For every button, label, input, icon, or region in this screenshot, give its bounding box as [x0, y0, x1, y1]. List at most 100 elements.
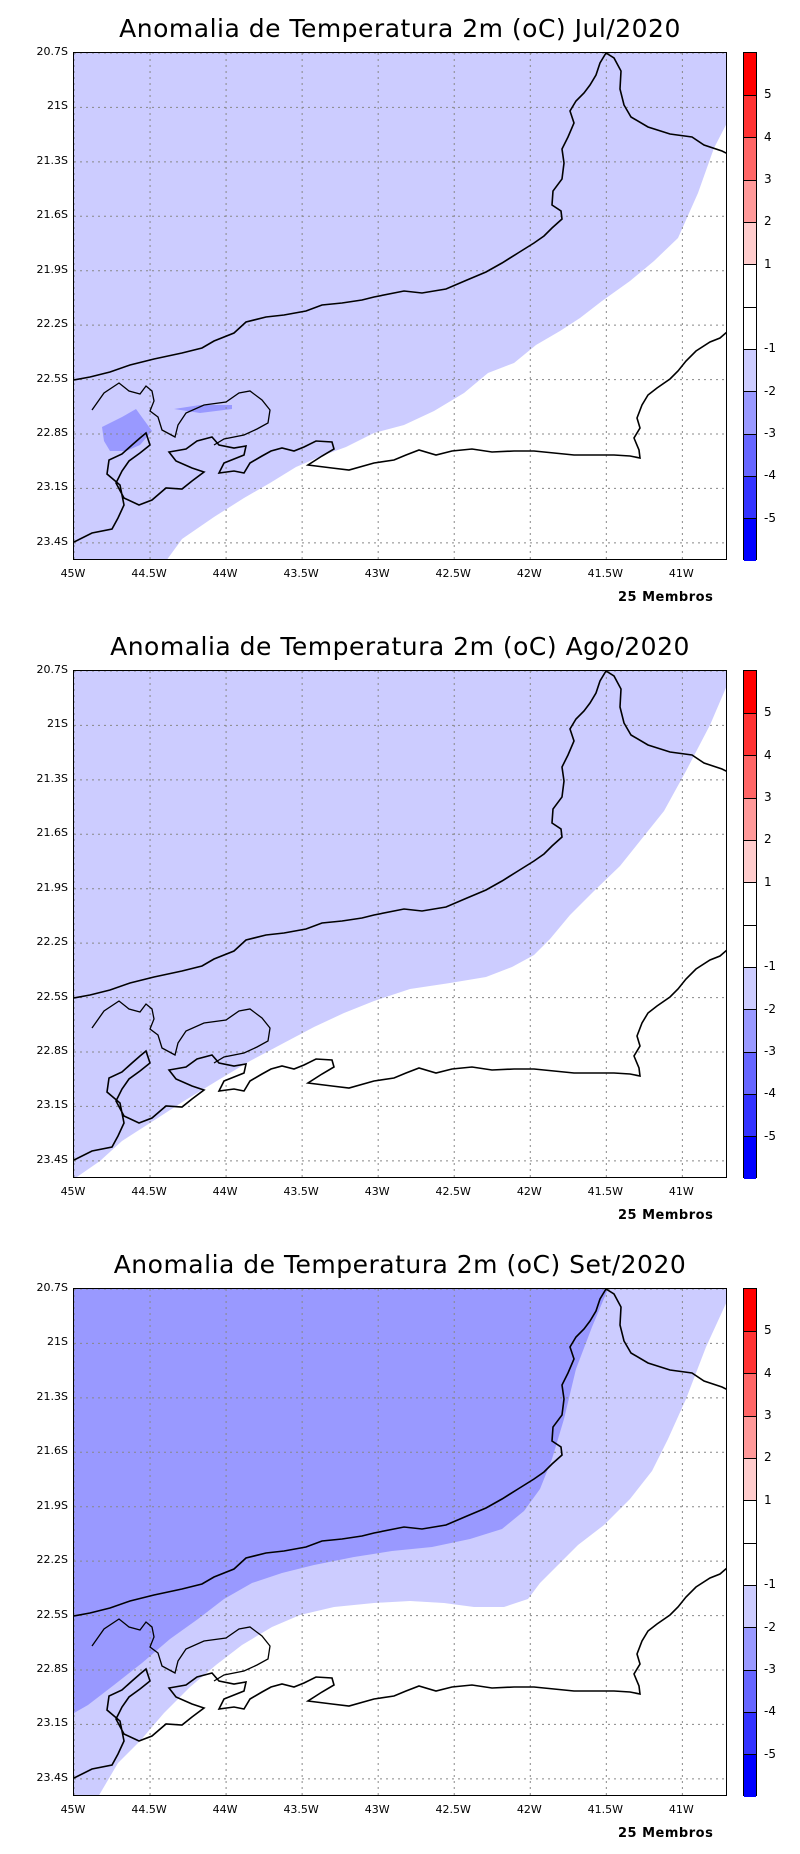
y-axis-label: 23.1S: [36, 1716, 68, 1730]
colorbar-label: -2: [764, 383, 776, 398]
colorbar-tick: [744, 924, 756, 926]
colorbar-cell: [744, 1009, 756, 1053]
colorbar-label: -3: [764, 426, 776, 440]
colorbar-cell: [744, 1670, 756, 1713]
colorbar-label: 5: [764, 1323, 772, 1338]
y-axis-label: 21.9S: [36, 262, 68, 276]
colorbar-label: 2: [764, 1450, 772, 1465]
colorbar-label: -3: [764, 1662, 776, 1676]
y-axis-label: 22.5S: [36, 1607, 68, 1621]
colorbar-tick: [744, 264, 756, 266]
x-axis-label: 42W: [516, 1803, 542, 1816]
colorbar-tick: [744, 1009, 756, 1011]
colorbar-tick: [744, 1754, 756, 1756]
anomaly-region-2: [74, 1289, 608, 1713]
panel-title: Anomalia de Temperatura 2m (oC) Set/2020: [113, 1250, 687, 1279]
colorbar-tick: [744, 221, 756, 223]
colorbar-cell: [744, 1094, 756, 1138]
y-axis-label: 20.7S: [36, 45, 68, 58]
colorbar-cell: [744, 307, 756, 350]
y-axis-label: 23.4S: [36, 534, 68, 548]
x-axis-label: 45W: [60, 1803, 86, 1816]
y-axis-label: 22.2S: [36, 935, 68, 949]
bay-outline: [91, 1618, 271, 1682]
colorbar-label: -1: [764, 1577, 776, 1592]
colorbar-label: 2: [764, 214, 772, 229]
panel-title: Anomalia de Temperatura 2m (oC) Jul/2020: [119, 14, 681, 43]
anomaly-region-2: [102, 409, 152, 451]
colorbar-tick: [744, 179, 756, 181]
colorbar-cell: [744, 1331, 756, 1375]
footnote-members: 25 Membros: [618, 590, 714, 605]
state-border: [74, 671, 726, 999]
colorbar-cell: [744, 1500, 756, 1544]
anomaly-region-1: [74, 671, 726, 1177]
colorbar-tick: [744, 1415, 756, 1417]
coastline: [74, 949, 726, 1161]
y-axis-label: 22.2S: [36, 317, 68, 331]
y-axis-label: 23.1S: [36, 480, 68, 494]
colorbar-tick: [744, 1669, 756, 1671]
x-axis-label: 42W: [516, 567, 542, 580]
colorbar-cell: [744, 391, 756, 435]
colorbar-tick: [744, 1330, 756, 1332]
x-axis-label: 44.5W: [131, 567, 167, 580]
y-axis-label: 22.8S: [36, 426, 68, 439]
colorbar-label: -4: [764, 1086, 776, 1101]
colorbar-tick: [744, 137, 756, 139]
footnote-members: 25 Membros: [618, 1208, 714, 1223]
colorbar-label: 1: [764, 874, 772, 889]
map-panel-2: Anomalia de Temperatura 2m (oC) Ago/2020…: [0, 618, 800, 1236]
y-axis-label: 21.3S: [36, 153, 68, 167]
x-axis-label: 44.5W: [131, 1185, 167, 1198]
colorbar-cell: [744, 180, 756, 223]
x-axis-label: 43W: [364, 567, 390, 580]
anomaly-region-3: [174, 405, 232, 413]
colorbar-cell: [744, 755, 756, 799]
colorbar-label: -5: [764, 1128, 776, 1143]
colorbar-label: 4: [764, 129, 772, 144]
bay-outline: [91, 382, 271, 446]
state-border: [74, 53, 726, 381]
footnote-members: 25 Membros: [618, 1826, 714, 1841]
y-axis-label: 21.3S: [36, 1389, 68, 1403]
colorbar-tick: [744, 1500, 756, 1502]
x-axis-label: 44W: [212, 1185, 238, 1198]
colorbar-cell: [744, 137, 756, 181]
colorbar-label: -1: [764, 341, 776, 356]
y-axis-label: 21S: [47, 99, 68, 113]
colorbar-cell: [744, 1627, 756, 1671]
colorbar-tick: [744, 1627, 756, 1629]
colorbar-cell: [744, 882, 756, 926]
colorbar-tick: [744, 306, 756, 308]
colorbar-cell: [744, 264, 756, 308]
colorbar-cell: [744, 1543, 756, 1586]
colorbar-label: 3: [764, 1408, 772, 1422]
x-axis-label: 42.5W: [435, 567, 471, 580]
x-axis-label: 45W: [60, 567, 86, 580]
colorbar-cell: [744, 476, 756, 520]
panel-title: Anomalia de Temperatura 2m (oC) Ago/2020: [110, 632, 690, 661]
map-panel-3: Anomalia de Temperatura 2m (oC) Set/2020…: [0, 1236, 800, 1854]
y-axis-label: 21.9S: [36, 1498, 68, 1512]
colorbar-tick: [744, 1711, 756, 1713]
colorbar-label: -5: [764, 510, 776, 525]
y-axis-label: 21.3S: [36, 771, 68, 785]
y-axis-label: 23.1S: [36, 1098, 68, 1112]
x-axis-label: 41.5W: [587, 1803, 623, 1816]
colorbar-cell: [744, 1458, 756, 1502]
map-area: [73, 670, 727, 1178]
colorbar-tick: [744, 348, 756, 350]
colorbar-label: 4: [764, 1365, 772, 1380]
y-axis-label: 22.5S: [36, 989, 68, 1003]
colorbar-tick: [744, 755, 756, 757]
colorbar-label: -1: [764, 959, 776, 974]
colorbar: [743, 52, 757, 562]
colorbar-cell: [744, 840, 756, 884]
colorbar-label: 5: [764, 87, 772, 102]
colorbar-cell: [744, 671, 756, 714]
x-axis-label: 41.5W: [587, 567, 623, 580]
x-axis-label: 41.5W: [587, 1185, 623, 1198]
x-axis-label: 42W: [516, 1185, 542, 1198]
x-axis-label: 43.5W: [283, 567, 319, 580]
